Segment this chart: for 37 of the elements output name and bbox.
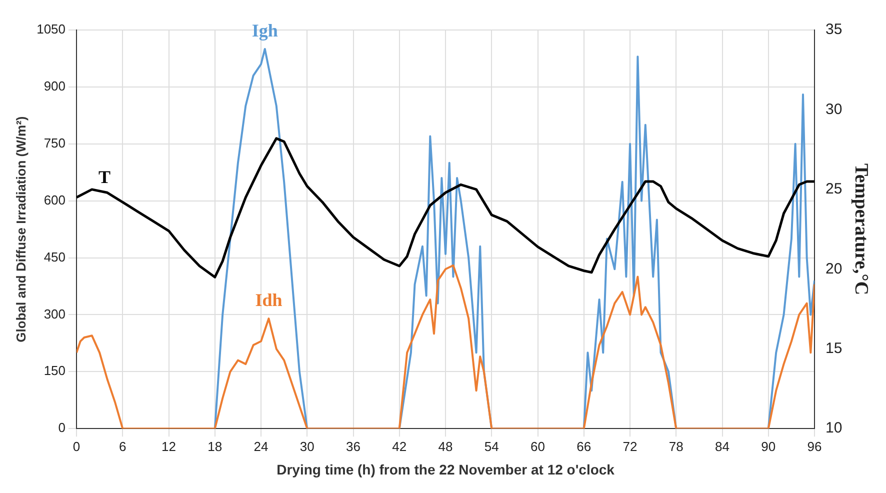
y2-axis-title: Temperature,°C xyxy=(850,163,872,296)
y-tick-label: 450 xyxy=(44,249,66,264)
y-tick-label: 300 xyxy=(44,306,66,322)
y-tick-label: 0 xyxy=(58,420,66,436)
y2-tick-label: 20 xyxy=(826,260,842,278)
x-tick-label: 90 xyxy=(761,438,776,454)
x-tick-label: 54 xyxy=(484,438,499,454)
series-label: Igh xyxy=(252,20,278,41)
y-tick-label: 1050 xyxy=(36,22,66,37)
x-tick-label: 0 xyxy=(72,438,80,454)
y-tick-label: 750 xyxy=(44,135,66,150)
x-tick-label: 60 xyxy=(530,438,545,454)
x-tick-label: 48 xyxy=(438,438,453,454)
x-tick-label: 66 xyxy=(576,438,592,454)
x-tick-label: 36 xyxy=(346,438,361,454)
x-tick-label: 78 xyxy=(668,438,684,454)
x-tick-label: 72 xyxy=(622,438,638,454)
y2-tick-label: 25 xyxy=(826,180,842,198)
x-tick-label: 24 xyxy=(254,438,268,454)
x-tick-label: 18 xyxy=(208,438,222,454)
series-label: T xyxy=(98,167,111,188)
x-tick-label: 42 xyxy=(392,438,407,454)
series-label: Idh xyxy=(255,290,282,310)
y2-tick-label: 15 xyxy=(826,340,842,358)
x-tick-label: 6 xyxy=(119,438,126,454)
y2-tick-label: 35 xyxy=(826,21,842,38)
x-tick-label: 30 xyxy=(300,438,314,454)
y-tick-label: 900 xyxy=(44,78,66,94)
y-tick-label: 600 xyxy=(44,192,66,208)
x-tick-label: 96 xyxy=(807,438,822,454)
x-axis-title: Drying time (h) from the 22 November at 12 o'clock xyxy=(276,461,615,478)
x-tick-label: 12 xyxy=(162,438,176,454)
y-tick-label: 150 xyxy=(44,363,66,378)
y2-tick-label: 30 xyxy=(826,100,842,118)
y-axis-title: Global and Diffuse Irradiation (W/m²) xyxy=(13,116,28,342)
x-tick-label: 84 xyxy=(715,438,730,454)
y2-tick-label: 10 xyxy=(826,420,842,437)
